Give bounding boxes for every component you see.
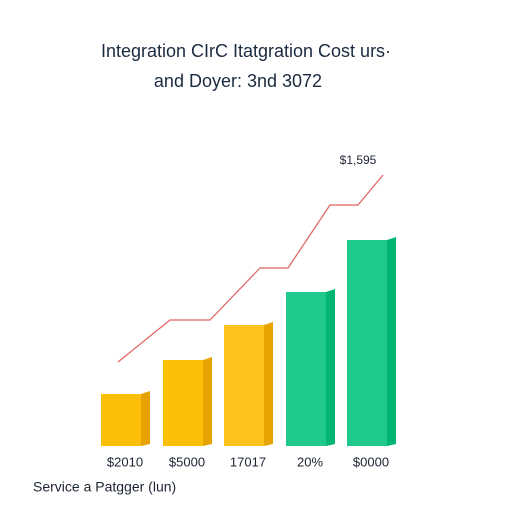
bar bbox=[101, 394, 141, 446]
bar-side bbox=[387, 237, 396, 446]
trend-line bbox=[117, 174, 384, 363]
annotation: $1,595 bbox=[340, 153, 377, 167]
bar bbox=[224, 325, 264, 446]
bar-side bbox=[264, 322, 273, 446]
bar bbox=[163, 360, 203, 446]
x-tick-label: 17017 bbox=[230, 454, 266, 469]
bar bbox=[347, 240, 387, 446]
bar bbox=[286, 292, 326, 446]
bar-side bbox=[326, 289, 335, 446]
x-tick-label: $5000 bbox=[169, 454, 205, 469]
bar-side bbox=[141, 391, 150, 446]
x-tick-label: 20% bbox=[297, 454, 323, 469]
x-tick-label: $0000 bbox=[353, 454, 389, 469]
bar-side bbox=[203, 357, 212, 446]
chart-title: Integration CIrC Itatgration Cost urs· bbox=[101, 41, 391, 61]
chart-subtitle: and Doyer: 3nd 3072 bbox=[154, 71, 322, 91]
x-axis-label: Service a Patgger (lun) bbox=[33, 479, 176, 495]
x-tick-label: $2010 bbox=[107, 454, 143, 469]
